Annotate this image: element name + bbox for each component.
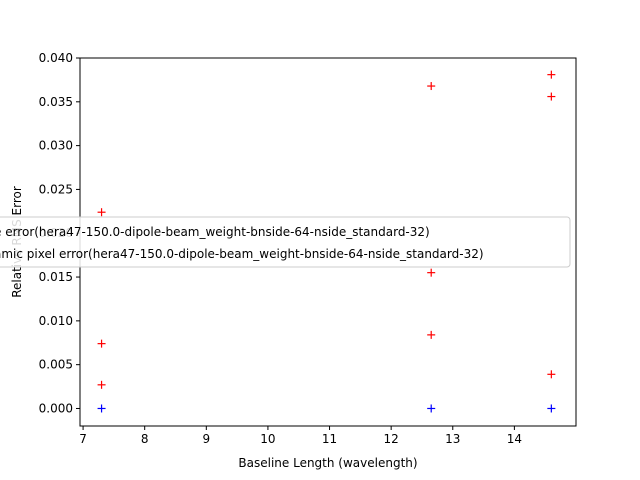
data-points: [97, 70, 556, 413]
y-tick-label: 0.030: [39, 139, 73, 153]
data-point-series-2: [427, 404, 436, 413]
data-point-series-1: [427, 268, 436, 277]
data-point-series-1: [427, 82, 436, 91]
y-tick-label: 0.025: [39, 182, 73, 196]
data-point-series-1: [97, 339, 106, 348]
legend-entry-2: amic pixel error(hera47-150.0-dipole-bea…: [0, 247, 484, 261]
y-tick-label: 0.015: [39, 270, 73, 284]
x-tick-label: 10: [260, 432, 275, 446]
data-point-series-1: [97, 208, 106, 217]
data-point-series-1: [427, 330, 436, 339]
y-tick-label: 0.040: [39, 51, 73, 65]
y-tick-label: 0.010: [39, 314, 73, 328]
x-tick-label: 7: [79, 432, 87, 446]
legend: e error(hera47-150.0-dipole-beam_weight-…: [0, 216, 571, 268]
y-tick-label: 0.005: [39, 358, 73, 372]
x-tick-label: 13: [445, 432, 460, 446]
data-point-series-1: [547, 92, 556, 101]
data-point-series-2: [97, 404, 106, 413]
data-point-series-1: [547, 370, 556, 379]
legend-box: [0, 216, 571, 268]
data-point-series-1: [97, 380, 106, 389]
x-tick-label: 8: [141, 432, 149, 446]
y-tick-label: 0.000: [39, 401, 73, 415]
data-point-series-2: [547, 404, 556, 413]
x-axis-label: Baseline Length (wavelength): [238, 456, 417, 470]
data-point-series-1: [547, 70, 556, 79]
x-tick-label: 11: [322, 432, 337, 446]
legend-entry-1: e error(hera47-150.0-dipole-beam_weight-…: [0, 225, 430, 239]
y-tick-label: 0.035: [39, 95, 73, 109]
x-tick-label: 9: [202, 432, 210, 446]
x-tick-label: 12: [384, 432, 399, 446]
x-tick-label: 14: [507, 432, 522, 446]
